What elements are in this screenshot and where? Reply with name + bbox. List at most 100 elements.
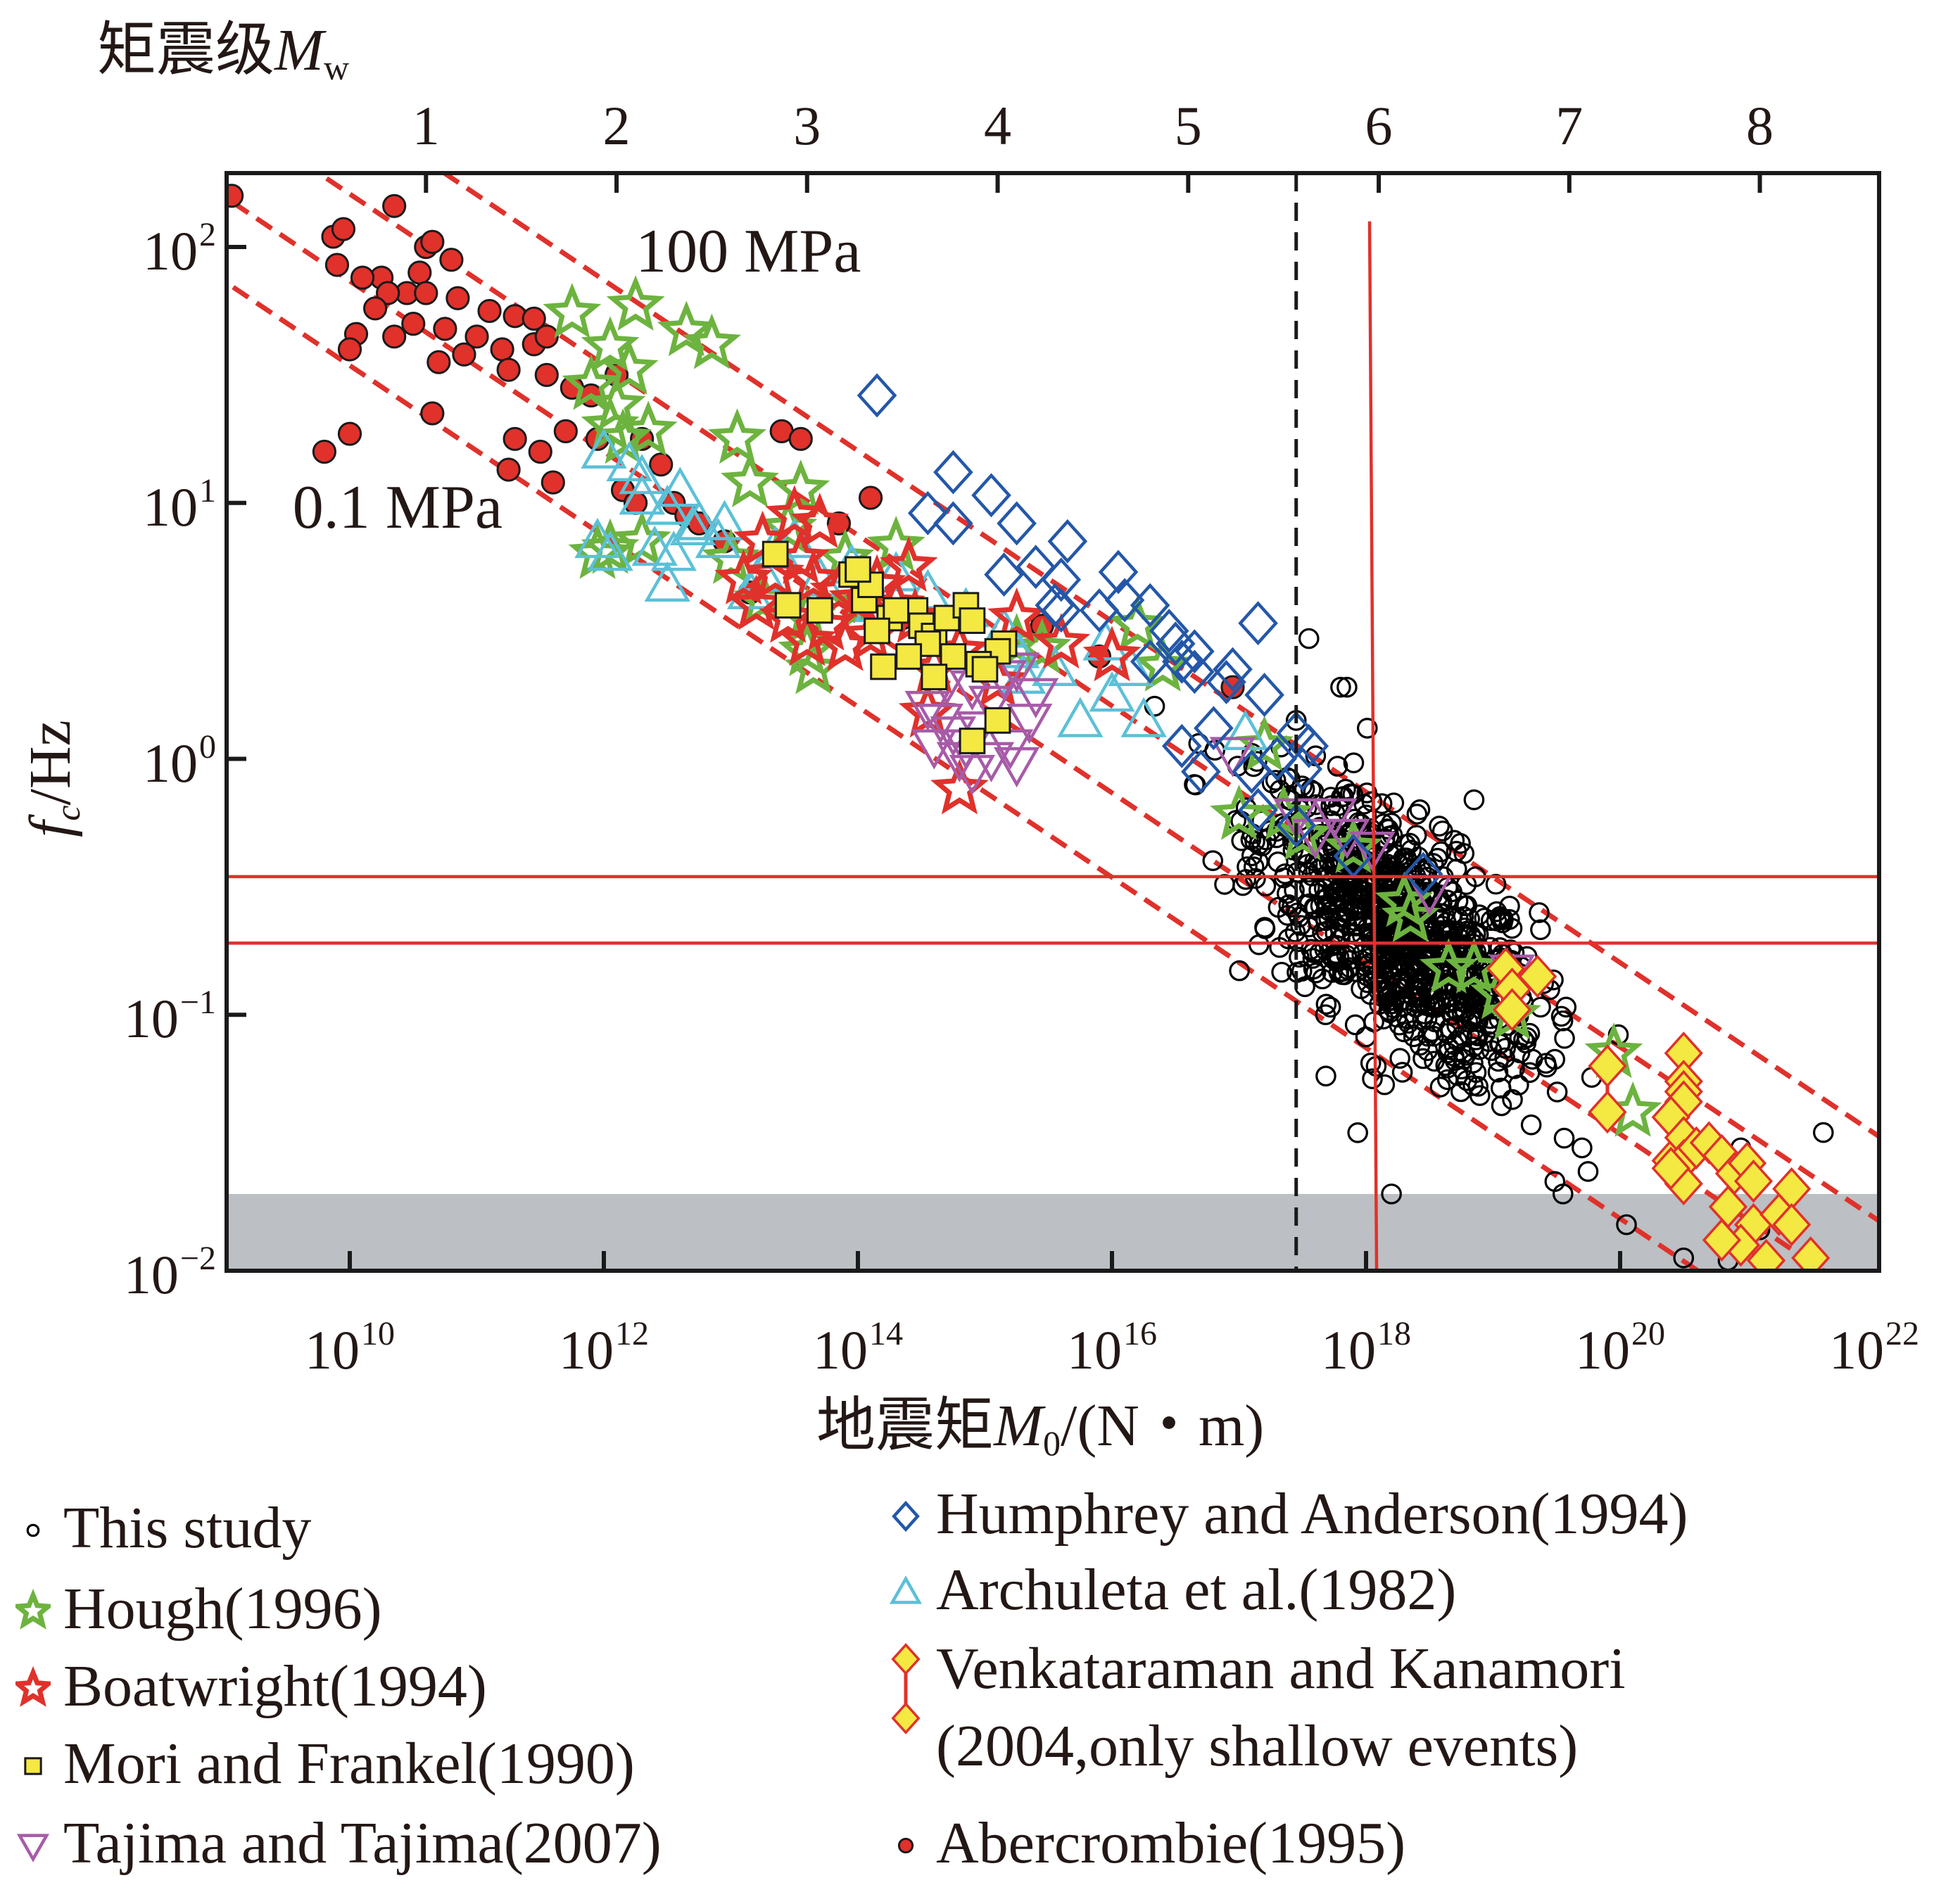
data-point [503,426,527,451]
series-mori-and-frankel-1990 [761,540,1018,754]
red-star-icon [15,1662,51,1711]
data-point [1098,550,1139,595]
data-point [845,556,871,583]
data-point [1426,997,1447,1018]
data-point [774,592,802,619]
data-point [857,373,897,418]
data-point [649,452,674,477]
data-point [644,484,690,525]
data-point [1032,613,1091,669]
data-point [873,551,919,592]
data-point [1405,825,1427,846]
data-point [1302,948,1324,969]
data-point [1041,557,1082,602]
data-point [790,493,849,549]
data-point [1389,1014,1410,1036]
data-point [1144,695,1165,717]
data-point [1553,1127,1575,1149]
data-point [587,531,633,571]
data-point [1450,1081,1472,1103]
legend-marker [889,1575,923,1604]
data-point [1466,1024,1488,1045]
data-point [857,571,884,599]
legend-label: Tajima and Tajima(2007) [63,1810,662,1876]
series-hough-1996 [543,275,1662,1137]
data-point [1222,709,1269,750]
data-point [778,610,837,666]
data-point [1813,1122,1834,1143]
data-point [1336,676,1358,698]
data-point [1047,519,1088,564]
legend-marker [897,1837,914,1854]
data-point [759,587,818,643]
data-point [1401,839,1422,861]
data-point [1327,756,1348,777]
y-tick-label: 10−2 [123,1240,216,1305]
data-point [1381,1183,1402,1205]
y-axis-title: fc/Hz [18,720,87,837]
data-point [911,729,957,770]
data-point [1206,659,1246,704]
data-point [522,306,546,331]
data-point [1377,853,1398,875]
annotation-0-1-mpa: 0.1 MPa [292,474,503,542]
legend-marker [15,1665,51,1707]
data-point [1529,902,1550,923]
data-point [1271,961,1292,983]
data-point [1520,1114,1542,1136]
data-point [1393,934,1415,956]
data-point [949,754,996,796]
data-point [806,597,833,624]
data-point [1486,910,1508,932]
legend-marker-shape [26,1523,40,1537]
data-point [1330,676,1351,698]
data-point [1298,861,1320,883]
top-tick-label: 4 [984,95,1012,156]
data-point [761,540,789,568]
data-point [1202,850,1224,871]
data-point [1194,706,1234,751]
legend-item-this-study: This study [15,1499,311,1558]
diamond-icon [888,1490,923,1539]
legend-label: Venkataraman and Kanamori [936,1636,1626,1701]
data-point [1320,996,1341,1018]
data-point [477,298,502,324]
data-point [997,501,1037,546]
data-point [543,283,602,338]
data-point [350,265,375,290]
y-tick-label: 101 [143,471,216,538]
legend-item-abercrombie: Abercrombie(1995) [888,1814,1405,1873]
data-point [382,193,407,218]
legend-label: Boatwright(1994) [63,1654,487,1719]
data-point [439,248,464,272]
data-point [864,617,890,645]
data-point [490,337,514,362]
data-point [337,337,362,362]
data-point [1410,985,1431,1007]
data-point [1462,1075,1484,1096]
legend-item-hough: Hough(1996) [15,1580,382,1639]
data-point [1155,621,1196,666]
legend-marker-shape [15,1665,51,1707]
data-point [650,531,697,571]
data-point [746,544,805,599]
data-point [414,281,438,305]
series-abercrombie-1995 [227,184,1245,699]
legend-marker [16,1834,50,1862]
legend-marker [26,1523,40,1537]
legend-marker-shape [889,1575,923,1604]
legend-item-mori-frankel: Mori and Frankel(1990) [15,1734,635,1794]
top-axis-title: 矩震级Mw [97,18,350,87]
data-point [1429,1077,1451,1098]
x-tick-label: 1022 [1829,1315,1919,1381]
data-point [1412,1048,1434,1070]
data-point [553,419,578,444]
data-point [1175,649,1215,694]
data-point [1379,946,1400,968]
data-point [337,421,362,446]
data-point [1522,1048,1543,1070]
legend-diamond [891,1702,921,1734]
data-point [683,313,741,369]
legend-item-boatwright: Boatwright(1994) [15,1657,487,1716]
data-point [727,574,785,630]
